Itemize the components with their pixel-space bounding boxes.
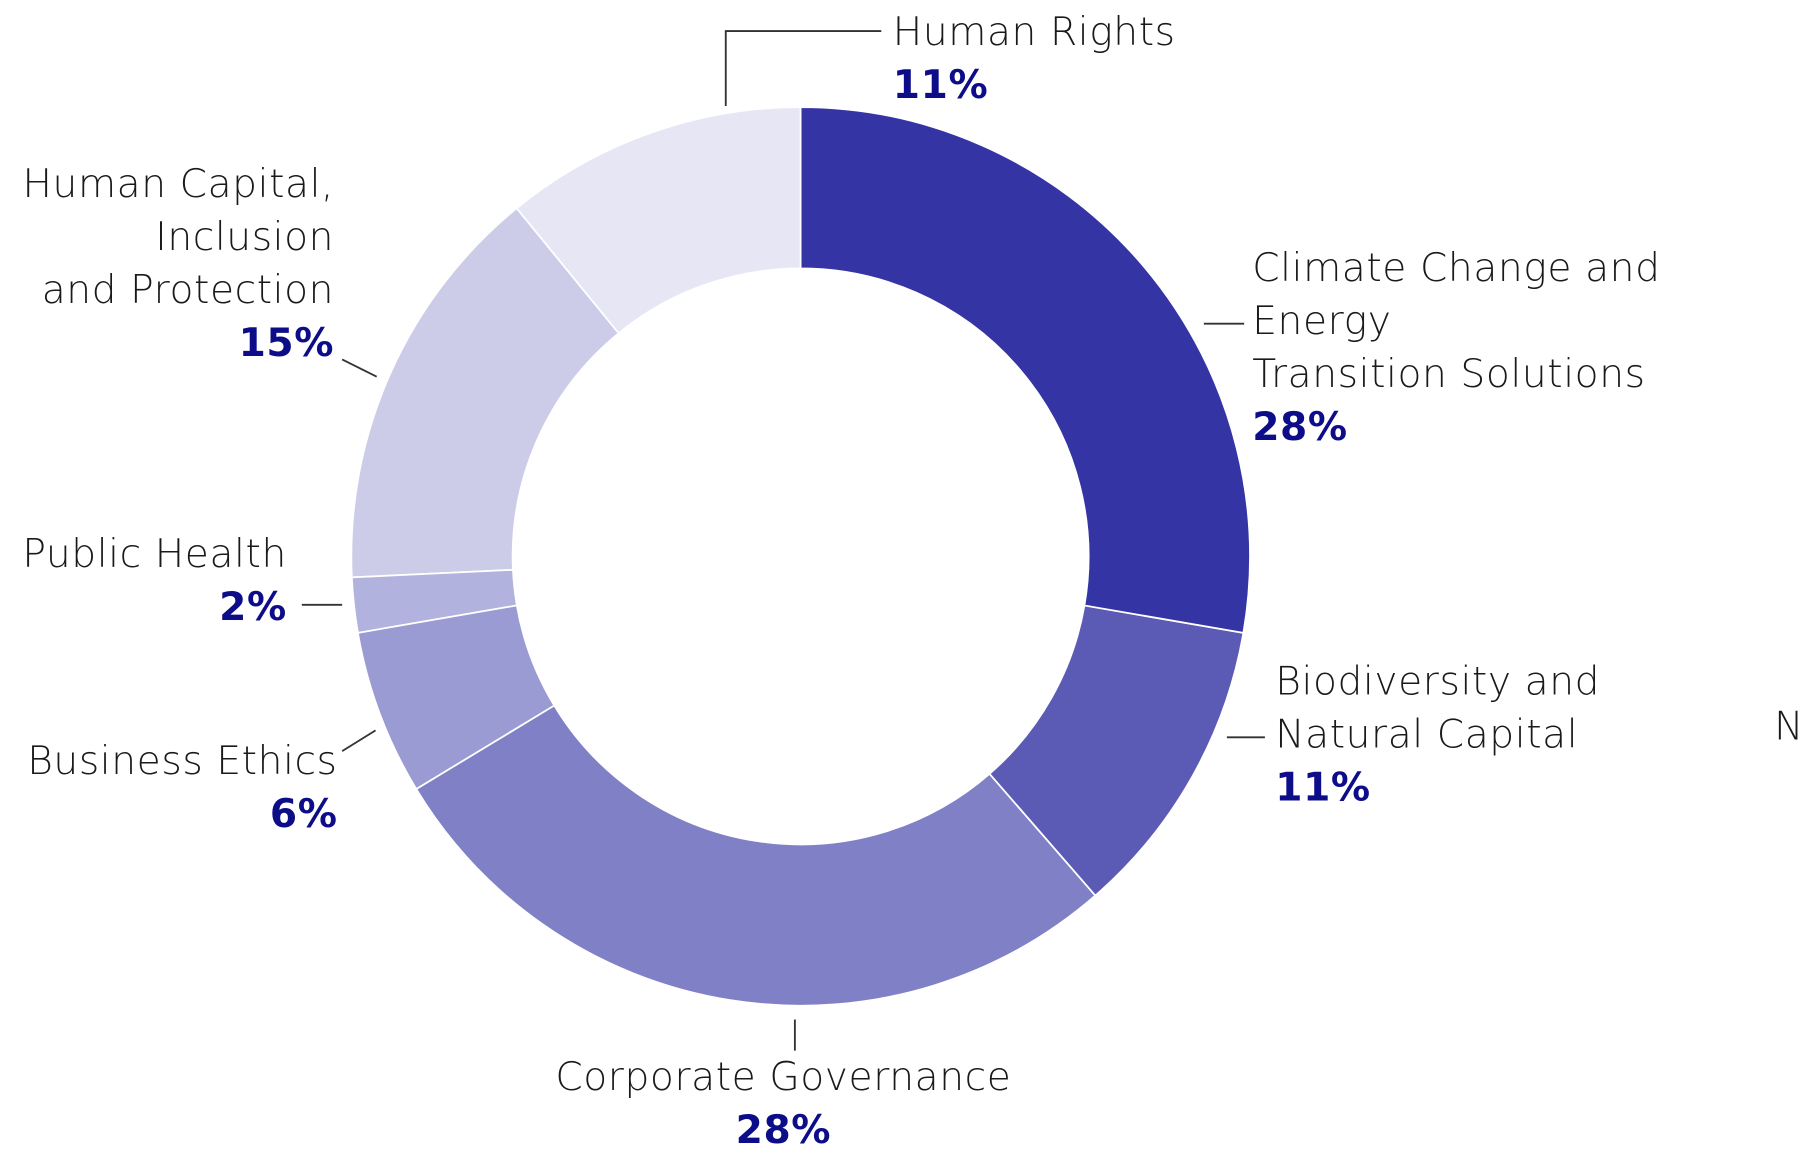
donut-slice: [356, 604, 556, 791]
clipped-label: N: [1774, 703, 1803, 750]
category-name: Human Rights: [892, 9, 1176, 56]
donut-slice: [799, 106, 1251, 634]
value-label: 28%: [735, 1107, 832, 1154]
value-label: 6%: [269, 791, 338, 838]
leader-line: [341, 358, 378, 378]
slice-label: Climate Change and Energy Transition Sol…: [1252, 242, 1803, 454]
value-label: 2%: [219, 584, 287, 631]
donut-slice: [350, 568, 518, 634]
donut-slice: [415, 704, 1097, 1007]
slice-label: Business Ethics 6%: [27, 735, 337, 841]
category-name: Public Health: [22, 531, 287, 578]
leader-line: [341, 729, 377, 752]
slice-label: Corporate Governance 28%: [555, 1051, 1011, 1157]
category-name: Business Ethics: [27, 738, 338, 785]
value-label: 15%: [238, 320, 335, 367]
value-label: 28%: [1252, 404, 1348, 451]
slice-label: Biodiversity and Natural Capital 11%: [1275, 655, 1600, 814]
leader-line: [724, 30, 882, 106]
slice-label: Human Capital, Inclusion and Protection 1…: [23, 158, 335, 370]
value-label: 11%: [892, 62, 989, 109]
category-name: Corporate Governance: [555, 1054, 1012, 1101]
category-name: Climate Change and Energy Transition Sol…: [1252, 245, 1661, 398]
donut-slice: [350, 207, 620, 579]
slice-label: Human Rights 11%: [893, 6, 1176, 112]
category-name: Human Capital, Inclusion and Protection: [22, 161, 335, 314]
slice-label: Public Health 2%: [22, 528, 286, 634]
category-name: Biodiversity and Natural Capital: [1275, 658, 1601, 759]
donut-slice: [988, 604, 1245, 897]
value-label: 11%: [1275, 764, 1371, 812]
